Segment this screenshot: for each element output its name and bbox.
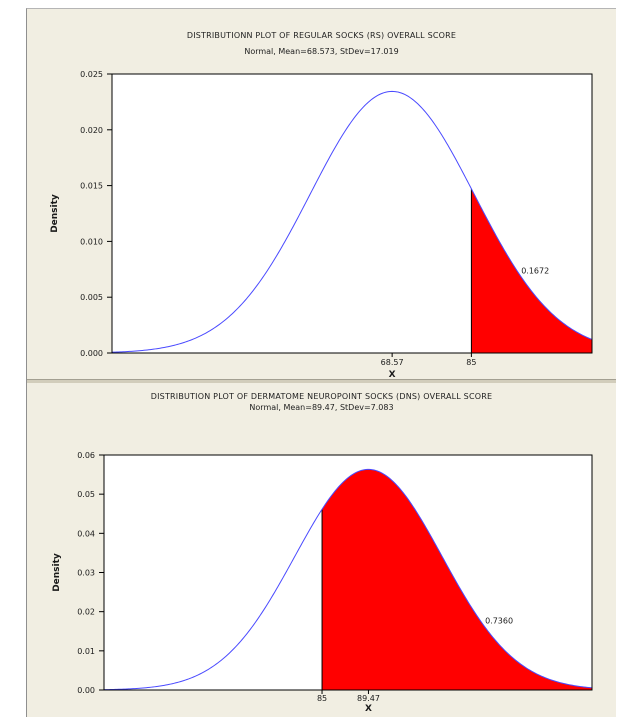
distribution-plot-dns: 0.00 0.01 0.02 0.03 0.04 0.05 0.06 85 89.47X Dens… — [52, 451, 593, 714]
y-tick-label: 0.04 — [77, 529, 95, 538]
y-tick-label: 0.00 — [77, 686, 95, 695]
panel-divider — [27, 379, 616, 383]
density-curve — [111, 90, 593, 353]
shaded-tail-area — [322, 469, 592, 690]
chart-subtitle: Normal, Mean=89.47, StDev=7.083 — [249, 403, 394, 412]
y-axis-title: Density — [52, 553, 62, 592]
y-tick-label: 0.03 — [77, 569, 95, 578]
x-tick-label: 68.57 — [381, 358, 404, 367]
y-tick-label: 0.01 — [77, 647, 95, 656]
figure-frame: DISTRIBUTIONN PLOT OF REGULAR SOCKS (RS)… — [26, 8, 616, 717]
shaded-tail-area — [471, 188, 592, 353]
x-axis-title: X — [389, 370, 396, 380]
area-annotation: 0.1672 — [521, 267, 549, 276]
y-tick-label: 0.025 — [80, 70, 103, 79]
y-tick-label: 0.005 — [80, 293, 103, 302]
x-tick-label: 85 — [317, 694, 327, 703]
plot-frame — [111, 73, 593, 354]
chart-title: DISTRIBUTION PLOT OF DERMATOME NEUROPOIN… — [150, 392, 493, 401]
chart-panel-rs: DISTRIBUTIONN PLOT OF REGULAR SOCKS (RS)… — [27, 9, 616, 380]
y-tick-label: 0.020 — [80, 126, 103, 135]
x-axis-title: X — [365, 704, 372, 714]
x-tick-label: 89.47 — [357, 694, 380, 703]
chart-panel-dns: DISTRIBUTION PLOT OF DERMATOME NEUROPOIN… — [27, 383, 616, 717]
chart-title: DISTRIBUTIONN PLOT OF REGULAR SOCKS (RS)… — [186, 31, 457, 40]
y-axis-title: Density — [50, 194, 60, 233]
y-tick-label: 0.02 — [77, 608, 95, 617]
x-tick-label: 85 — [466, 358, 476, 367]
y-tick-label: 0.010 — [80, 237, 103, 246]
chart-subtitle: Normal, Mean=68.573, StDev=17.019 — [244, 47, 399, 56]
area-annotation: 0.7360 — [485, 617, 513, 626]
density-curve — [103, 468, 593, 691]
distribution-plot-rs: 0.000 0.005 0.010 0.015 0.020 0.025 68.57 85 X De… — [50, 70, 593, 380]
y-tick-label: 0.06 — [77, 451, 95, 460]
y-tick-label: 0.015 — [80, 182, 103, 191]
y-tick-label: 0.000 — [80, 349, 103, 358]
y-tick-label: 0.05 — [77, 490, 95, 499]
